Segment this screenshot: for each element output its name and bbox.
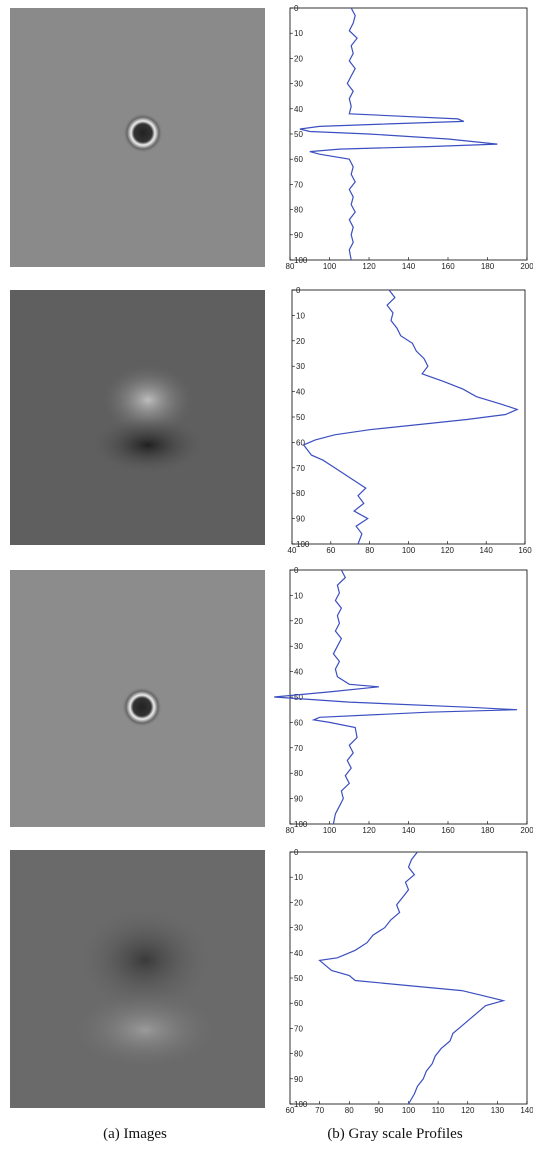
x-tick-label: 160 xyxy=(441,262,455,271)
x-tick-label: 70 xyxy=(315,1106,324,1115)
profile-chart: 60 70 80 90 100 110 120 130 140 0 10 20 30 40 50 60 70 80… xyxy=(286,848,533,1115)
image-4 xyxy=(10,850,265,1108)
x-tick-label: 120 xyxy=(441,546,455,555)
y-tick-label: 60 xyxy=(294,999,303,1008)
y-tick-label: 10 xyxy=(294,29,303,38)
x-tick-label: 140 xyxy=(479,546,493,555)
y-tick-label: 30 xyxy=(294,924,303,933)
y-tick-label: 10 xyxy=(294,591,303,600)
y-tick-label: 100 xyxy=(296,540,310,549)
plot-area xyxy=(289,569,528,825)
y-tick-label: 40 xyxy=(294,668,303,677)
x-tick-label: 120 xyxy=(362,826,376,835)
profile-chart: 80 100 120 140 160 180 20001020304050607080901… xyxy=(286,4,533,271)
x-tick-label: 60 xyxy=(326,546,335,555)
y-tick-label: 0 xyxy=(294,4,299,13)
x-tick-label: 100 xyxy=(402,546,416,555)
x-tick-label: 160 xyxy=(518,546,532,555)
x-tick-label: 80 xyxy=(345,1106,354,1115)
y-tick-label: 70 xyxy=(294,1024,303,1033)
y-tick-label: 80 xyxy=(294,769,303,778)
y-tick-label: 20 xyxy=(294,898,303,907)
x-tick-label: 100 xyxy=(323,826,337,835)
y-tick-label: 60 xyxy=(294,155,303,164)
y-tick-label: 30 xyxy=(294,80,303,89)
x-tick-label: 120 xyxy=(461,1106,475,1115)
plot-area xyxy=(289,851,528,1105)
y-tick-label: 30 xyxy=(294,642,303,651)
image-3 xyxy=(10,570,265,827)
caption: (b) Gray scale Profiles xyxy=(327,1126,463,1142)
y-tick-label: 80 xyxy=(294,1050,303,1059)
profile-line xyxy=(318,851,506,1105)
y-tick-label: 90 xyxy=(294,795,303,804)
x-tick-label: 180 xyxy=(481,262,495,271)
image-1 xyxy=(10,8,265,267)
plot-area xyxy=(289,7,528,261)
y-tick-label: 10 xyxy=(296,311,305,320)
y-tick-label: 90 xyxy=(294,1075,303,1084)
y-tick-label: 20 xyxy=(294,54,303,63)
x-tick-label: 140 xyxy=(402,826,416,835)
y-tick-label: 80 xyxy=(294,206,303,215)
y-tick-label: 90 xyxy=(294,231,303,240)
x-tick-label: 200 xyxy=(520,826,533,835)
caption: (a) Images xyxy=(103,1126,167,1142)
x-tick-label: 140 xyxy=(520,1106,533,1115)
y-tick-label: 50 xyxy=(294,130,303,139)
profile-line xyxy=(302,289,519,545)
y-tick-label: 70 xyxy=(296,464,305,473)
y-tick-label: 50 xyxy=(294,693,303,702)
y-tick-label: 10 xyxy=(294,873,303,882)
y-tick-label: 30 xyxy=(296,362,305,371)
y-tick-label: 50 xyxy=(296,413,305,422)
y-tick-label: 0 xyxy=(294,848,299,857)
x-tick-label: 80 xyxy=(365,546,374,555)
y-tick-label: 20 xyxy=(296,337,305,346)
image-2 xyxy=(10,290,265,545)
x-tick-label: 110 xyxy=(432,1106,445,1115)
y-tick-label: 70 xyxy=(294,744,303,753)
x-tick-label: 120 xyxy=(362,262,376,271)
x-tick-label: 180 xyxy=(481,826,495,835)
y-tick-label: 40 xyxy=(296,388,305,397)
x-tick-label: 100 xyxy=(323,262,337,271)
y-tick-label: 60 xyxy=(294,718,303,727)
x-tick-label: 160 xyxy=(441,826,455,835)
y-tick-label: 0 xyxy=(296,286,301,295)
y-tick-label: 40 xyxy=(294,949,303,958)
y-tick-label: 20 xyxy=(294,617,303,626)
x-tick-label: 80 xyxy=(286,262,295,271)
x-tick-label: 140 xyxy=(402,262,416,271)
profile-line xyxy=(299,7,498,261)
y-tick-label: 90 xyxy=(296,515,305,524)
profile-chart: 80 100 120 140 160 180 20001020304050607080901… xyxy=(274,566,533,835)
x-tick-label: 80 xyxy=(286,826,295,835)
y-tick-label: 100 xyxy=(294,256,308,265)
profile-line xyxy=(274,569,518,825)
x-tick-label: 130 xyxy=(491,1106,505,1115)
x-tick-label: 100 xyxy=(402,1106,416,1115)
y-tick-label: 0 xyxy=(294,566,299,575)
x-tick-label: 90 xyxy=(374,1106,383,1115)
y-tick-label: 40 xyxy=(294,105,303,114)
x-tick-label: 40 xyxy=(288,546,297,555)
y-tick-label: 60 xyxy=(296,438,305,447)
y-tick-label: 70 xyxy=(294,180,303,189)
y-tick-label: 80 xyxy=(296,489,305,498)
profile-chart: 40 60 80 100 120 140 160 0 10 20 30 40 50 60 70 80 90 100 xyxy=(288,286,533,555)
x-tick-label: 200 xyxy=(520,262,533,271)
y-tick-label: 100 xyxy=(294,820,308,829)
x-tick-label: 60 xyxy=(286,1106,295,1115)
y-tick-label: 100 xyxy=(294,1100,308,1109)
y-tick-label: 50 xyxy=(294,974,303,983)
